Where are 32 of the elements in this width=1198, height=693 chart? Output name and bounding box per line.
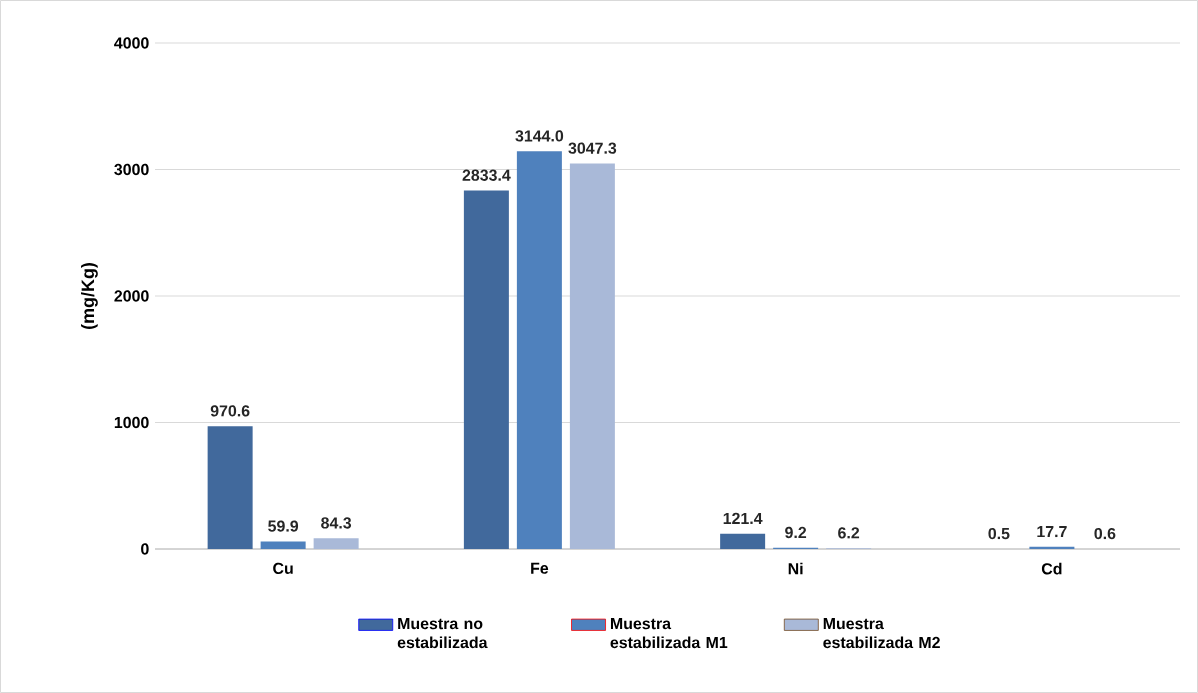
legend-label: Muestra estabilizada M1 bbox=[610, 618, 728, 649]
data-label: 0.5 bbox=[988, 527, 1010, 540]
data-label: 0.6 bbox=[1094, 527, 1116, 540]
y-tick-label: 4000 bbox=[114, 37, 149, 49]
bar bbox=[720, 533, 766, 549]
data-label: 3047.3 bbox=[568, 142, 617, 154]
data-label: 2833.4 bbox=[462, 169, 511, 181]
y-tick-label: 3000 bbox=[114, 163, 149, 176]
bar bbox=[313, 538, 359, 549]
data-label: 59.9 bbox=[268, 520, 299, 532]
bar bbox=[207, 426, 253, 549]
x-tick-label: Fe bbox=[531, 562, 549, 574]
y-tick-label: 2000 bbox=[114, 290, 149, 302]
data-label: 6.2 bbox=[838, 527, 860, 539]
bar bbox=[260, 541, 306, 549]
x-tick-label: Ni bbox=[788, 562, 803, 575]
bar bbox=[516, 151, 562, 549]
legend-label: Muestra no estabilizada bbox=[397, 618, 488, 649]
data-label: 3144.0 bbox=[515, 130, 564, 142]
y-tick-label: 1000 bbox=[114, 416, 149, 429]
bar bbox=[463, 190, 509, 549]
data-label: 17.7 bbox=[1037, 526, 1067, 538]
bar bbox=[569, 163, 615, 549]
x-tick-label: Cd bbox=[1041, 562, 1062, 575]
data-label: 121.4 bbox=[723, 512, 763, 524]
data-label: 84.3 bbox=[321, 517, 352, 529]
data-label: 970.6 bbox=[210, 405, 250, 417]
x-tick-label: Cu bbox=[273, 562, 293, 574]
y-tick-label: 0 bbox=[141, 543, 149, 555]
y-axis-title: (mg/Kg) bbox=[81, 263, 98, 329]
legend-label: Muestra estabilizada M2 bbox=[823, 618, 940, 649]
data-label: 9.2 bbox=[785, 526, 807, 539]
